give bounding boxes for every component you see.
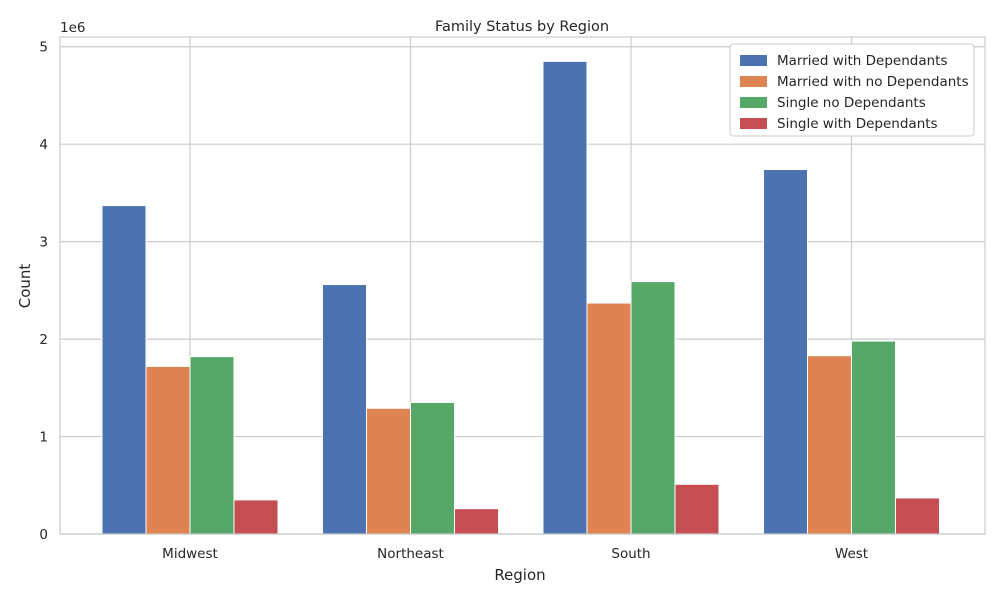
legend-label: Single no Dependants (777, 95, 926, 111)
y-offset-label: 1e6 (60, 20, 85, 36)
legend-label: Married with Dependants (777, 53, 948, 69)
x-tick-label: Midwest (162, 546, 218, 562)
x-tick-labels: Midwest Northeast South West (162, 546, 868, 562)
bar-west-series-4 (895, 497, 940, 535)
y-tick-label: 3 (39, 235, 48, 251)
bar-midwest-series-3 (189, 356, 235, 535)
x-tick-label: West (835, 546, 868, 562)
y-tick-label: 4 (39, 137, 48, 153)
legend-swatch (740, 76, 767, 87)
bar-northeast-series-1 (322, 284, 367, 535)
bar-south-series-1 (542, 60, 588, 535)
y-tick-labels: 0 1 2 3 4 5 (39, 40, 48, 543)
bar-northeast-series-4 (454, 508, 499, 535)
y-axis-label: Count (16, 264, 34, 309)
plot-frame (59, 36, 986, 535)
bar-midwest-series-2 (145, 365, 191, 535)
legend-swatch (740, 118, 767, 129)
x-axis-label: Region (494, 566, 545, 584)
x-tick-label: Northeast (377, 546, 444, 562)
legend-label: Married with no Dependants (777, 74, 969, 90)
bar-south-series-3 (630, 281, 676, 535)
legend-swatch (740, 55, 767, 66)
y-tick-label: 0 (39, 527, 48, 543)
legend-label: Single with Dependants (777, 116, 938, 132)
bar-south-series-2 (586, 302, 632, 535)
bar-midwest-series-4 (233, 499, 279, 535)
bar-south-series-4 (674, 483, 720, 535)
chart-title: Family Status by Region (435, 19, 609, 35)
bar-northeast-series-3 (410, 401, 455, 535)
legend-swatch (740, 97, 767, 108)
bar-midwest-series-1 (101, 205, 147, 535)
x-tick-label: South (611, 546, 650, 562)
bar-west-series-1 (763, 169, 808, 535)
legend: Married with Dependants Married with no D… (729, 43, 975, 137)
legend-frame (729, 43, 975, 137)
y-tick-label: 1 (39, 430, 48, 446)
y-tick-label: 5 (39, 40, 48, 56)
bar-west-series-2 (807, 355, 852, 535)
y-tick-label: 2 (39, 332, 48, 348)
bar-northeast-series-2 (366, 407, 411, 535)
bar-west-series-3 (851, 340, 896, 535)
